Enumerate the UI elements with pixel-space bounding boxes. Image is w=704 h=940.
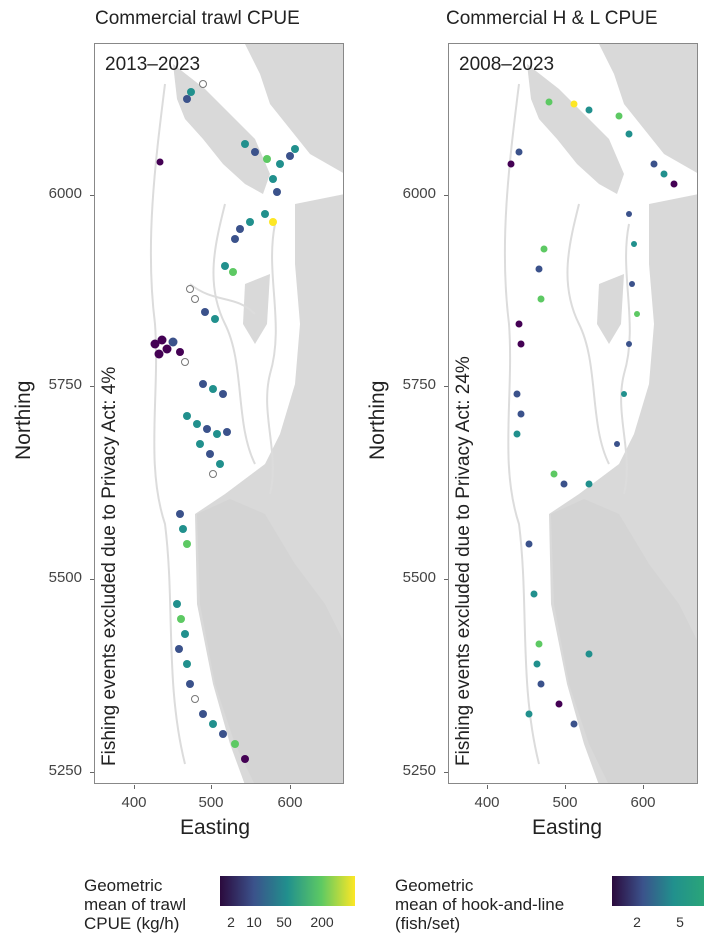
y-tick-5750-r: 5750 [402, 376, 436, 393]
left-legend-colorbar [220, 876, 355, 906]
left-x-axis-label: Easting [180, 816, 251, 839]
land-north-island [173, 64, 270, 194]
left-panel-title: Commercial trawl CPUE [95, 8, 300, 29]
right-map: 2008–2023 Fishing events excluded due to… [448, 43, 698, 784]
land-north-island-r [527, 64, 624, 194]
right-legend-tick: 5 [676, 914, 684, 930]
y-tick-6000: 6000 [48, 185, 82, 202]
right-legend-title-line: Geometric [395, 876, 474, 895]
left-period-label: 2013–2023 [105, 54, 200, 75]
land-mainland-north [245, 44, 343, 173]
left-legend-tick: 2 [227, 914, 235, 930]
left-map: 2013–2023 Fishing events excluded due to… [94, 43, 344, 784]
right-legend-title-line: (fish/set) [395, 914, 461, 933]
y-tick-5500-r: 5500 [402, 569, 436, 586]
left-privacy-note: Fishing events excluded due to Privacy A… [99, 366, 120, 766]
left-legend-title: Geometric mean of trawl CPUE (kg/h) [84, 876, 186, 933]
right-x-axis-label: Easting [532, 816, 603, 839]
y-tick-6000-r: 6000 [402, 185, 436, 202]
right-legend-colorbar [612, 876, 704, 906]
left-legend-tick: 50 [276, 914, 292, 930]
right-map-canvas: 2008–2023 [459, 44, 697, 783]
right-legend-tick: 2 [633, 914, 641, 930]
right-legend-title: Geometric mean of hook-and-line (fish/se… [395, 876, 564, 933]
y-tick-5500: 5500 [48, 569, 82, 586]
x-tick-600: 600 [277, 794, 303, 811]
y-tick-5250: 5250 [48, 762, 82, 779]
left-legend-title-line: Geometric [84, 876, 163, 895]
right-legend-title-line: mean of hook-and-line [395, 895, 565, 914]
y-tick-5250-r: 5250 [402, 762, 436, 779]
left-map-canvas: 2013–2023 [105, 44, 343, 783]
land-vancouver-island [197, 499, 343, 783]
x-tick-500-r: 500 [552, 794, 578, 811]
left-legend-tick: 10 [246, 914, 262, 930]
left-legend-tick: 200 [310, 914, 334, 930]
left-y-axis-label: Northing [12, 380, 35, 460]
left-legend-title-line: CPUE (kg/h) [84, 914, 180, 933]
left-legend-title-line: mean of trawl [84, 895, 187, 914]
land-mid-island [243, 274, 270, 344]
land-vancouver-island-r [551, 499, 697, 783]
right-cpue-points [507, 98, 678, 728]
land-mainland-north-r [599, 44, 697, 173]
x-tick-600-r: 600 [630, 794, 656, 811]
x-tick-400: 400 [121, 794, 147, 811]
land-mid-island-r [597, 274, 624, 344]
y-tick-5750: 5750 [48, 376, 82, 393]
right-panel-title: Commercial H & L CPUE [446, 8, 658, 29]
right-y-axis-label: Northing [366, 380, 389, 460]
x-tick-500: 500 [198, 794, 224, 811]
right-period-label: 2008–2023 [459, 54, 554, 75]
right-privacy-note: Fishing events excluded due to Privacy A… [453, 356, 474, 766]
left-cpue-points [150, 80, 299, 763]
x-tick-400-r: 400 [474, 794, 500, 811]
